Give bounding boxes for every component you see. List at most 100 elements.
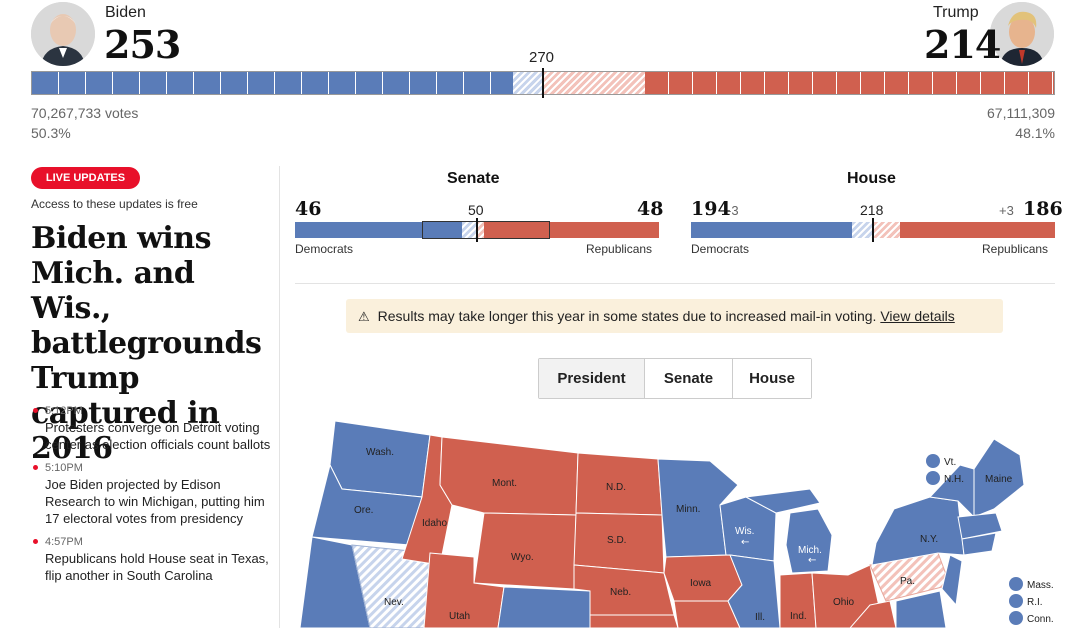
state-mich-up[interactable] <box>744 488 821 514</box>
dem-popular-votes: 70,267,733 votes <box>31 105 139 121</box>
senate-dem-label: Democrats <box>295 242 354 256</box>
senate-rep-label: Republicans <box>586 242 653 256</box>
house-majority-label: 218 <box>860 202 884 218</box>
state-label-wash: Wash. <box>366 447 394 458</box>
state-mont[interactable] <box>439 436 579 516</box>
state-ill[interactable] <box>727 554 781 628</box>
state-nj[interactable] <box>941 554 963 607</box>
state-label-ny: N.Y. <box>920 534 938 545</box>
legend-dot-mass[interactable] <box>1009 577 1023 591</box>
state-md[interactable] <box>895 590 947 628</box>
senate-bar-dem-leaning <box>462 222 476 238</box>
state-label-utah: Utah <box>449 611 470 622</box>
column-divider <box>279 166 280 628</box>
legend-label-mass: Mass. <box>1027 580 1054 591</box>
state-mass[interactable] <box>957 512 1003 540</box>
ev-bar-dem-won <box>32 72 513 94</box>
rep-popular-votes: 67,111,309 <box>987 105 1055 121</box>
state-conn[interactable] <box>961 532 997 556</box>
electoral-threshold-marker <box>542 68 544 98</box>
live-updates-badge[interactable]: LIVE UPDATES <box>31 167 140 189</box>
senate-majority-label: 50 <box>468 202 484 218</box>
state-label-ore: Ore. <box>354 505 373 516</box>
house-rep-label: Republicans <box>982 242 1049 256</box>
state-label-nd: N.D. <box>606 482 626 493</box>
legend-dot-nh[interactable] <box>926 471 940 485</box>
view-details-link[interactable]: View details <box>880 308 955 324</box>
live-headline[interactable]: Biden wins Mich. and Wis., battlegrounds… <box>31 221 262 466</box>
state-label-wis: Wis. <box>735 526 754 537</box>
dem-percent: 50.3% <box>31 125 71 141</box>
legend-label-ri: R.I. <box>1027 597 1043 608</box>
bullet-dot-icon <box>33 539 38 544</box>
senate-undecided-box <box>422 221 550 239</box>
tab-senate[interactable]: Senate <box>645 359 733 398</box>
house-dem-delta: -3 <box>727 203 739 218</box>
rep-electoral-votes: 214 <box>924 22 1001 67</box>
state-ind[interactable] <box>779 572 817 628</box>
state-label-neb: Neb. <box>610 587 631 598</box>
house-bar-rep-leaning <box>874 222 900 238</box>
ev-bar-rep-won <box>645 72 1054 94</box>
tab-house[interactable]: House <box>733 359 811 398</box>
race-tabs: President Senate House <box>538 358 812 399</box>
house-dem-label: Democrats <box>691 242 750 256</box>
update-text: Republicans hold House seat in Texas, fl… <box>45 551 269 583</box>
state-calif[interactable] <box>299 536 371 628</box>
free-access-note: Access to these updates is free <box>31 197 198 211</box>
legend-label-nh: N.H. <box>944 474 964 485</box>
state-nev[interactable] <box>351 544 431 628</box>
state-label-mont: Mont. <box>492 478 517 489</box>
live-update-item[interactable]: 5:12PM Protesters converge on Detroit vo… <box>33 404 273 453</box>
ev-bar-dem-leaning <box>513 72 543 94</box>
state-label-idaho: Idaho <box>422 518 447 529</box>
dem-popular-vote: 70,267,733 votes 50.3% <box>31 103 138 143</box>
update-time: 5:12PM <box>45 405 83 417</box>
state-mich[interactable] <box>785 508 833 574</box>
state-label-ohio: Ohio <box>833 597 855 608</box>
state-label-sd: S.D. <box>607 535 626 546</box>
live-update-item[interactable]: 5:10PM Joe Biden projected by Edison Res… <box>33 461 273 527</box>
state-label-ill: Ill. <box>755 612 765 623</box>
small-state-legend: Vt. N.H. Mass. R.I. Conn. <box>926 454 1054 625</box>
trump-avatar <box>990 2 1054 66</box>
bullet-dot-icon <box>33 465 38 470</box>
state-mo[interactable] <box>673 600 741 628</box>
warning-icon: ⚠ <box>358 309 370 324</box>
legend-label-vt: Vt. <box>944 457 956 468</box>
legend-dot-ri[interactable] <box>1009 594 1023 608</box>
house-bar <box>691 222 1055 238</box>
house-rep-delta: +3 <box>999 203 1014 218</box>
state-wva[interactable] <box>849 600 897 628</box>
legend-dot-conn[interactable] <box>1009 611 1023 625</box>
senate-rep-seats: 48 <box>637 198 664 220</box>
live-updates-list: 5:12PM Protesters converge on Detroit vo… <box>33 404 273 592</box>
legend-dot-vt[interactable] <box>926 454 940 468</box>
electoral-threshold-label: 270 <box>529 49 555 66</box>
senate-bar-rep <box>484 222 659 238</box>
results-map[interactable]: Wash. Ore. Idaho Mont. Wyo. N.D. S.D. Ne… <box>290 405 1075 628</box>
senate-bar-rep-leaning <box>476 222 484 238</box>
state-kans[interactable] <box>589 614 679 628</box>
update-text: Joe Biden projected by Edison Research t… <box>45 477 265 526</box>
biden-avatar <box>31 2 95 66</box>
state-colo[interactable] <box>497 586 591 628</box>
live-update-item[interactable]: 4:57PM Republicans hold House seat in Te… <box>33 535 273 584</box>
state-label-ind: Ind. <box>790 611 807 622</box>
house-rep-seats: 186 <box>1023 198 1063 220</box>
map-arrows: ← ← <box>741 537 816 566</box>
update-time: 4:57PM <box>45 536 83 548</box>
tab-president[interactable]: President <box>539 359 645 398</box>
rep-percent: 48.1% <box>1015 125 1055 141</box>
rep-candidate-name: Trump <box>933 4 979 21</box>
senate-bar <box>295 222 659 238</box>
house-bar-rep <box>900 222 1055 238</box>
state-label-wyo: Wyo. <box>511 552 534 563</box>
state-label-minn: Minn. <box>676 504 700 515</box>
ev-bar-rep-leaning <box>543 72 645 94</box>
arrow-left-icon: ← <box>741 537 749 548</box>
senate-majority-marker <box>476 218 478 242</box>
state-wash[interactable] <box>329 420 431 498</box>
state-wyo[interactable] <box>473 512 577 590</box>
house-bar-dem <box>691 222 852 238</box>
